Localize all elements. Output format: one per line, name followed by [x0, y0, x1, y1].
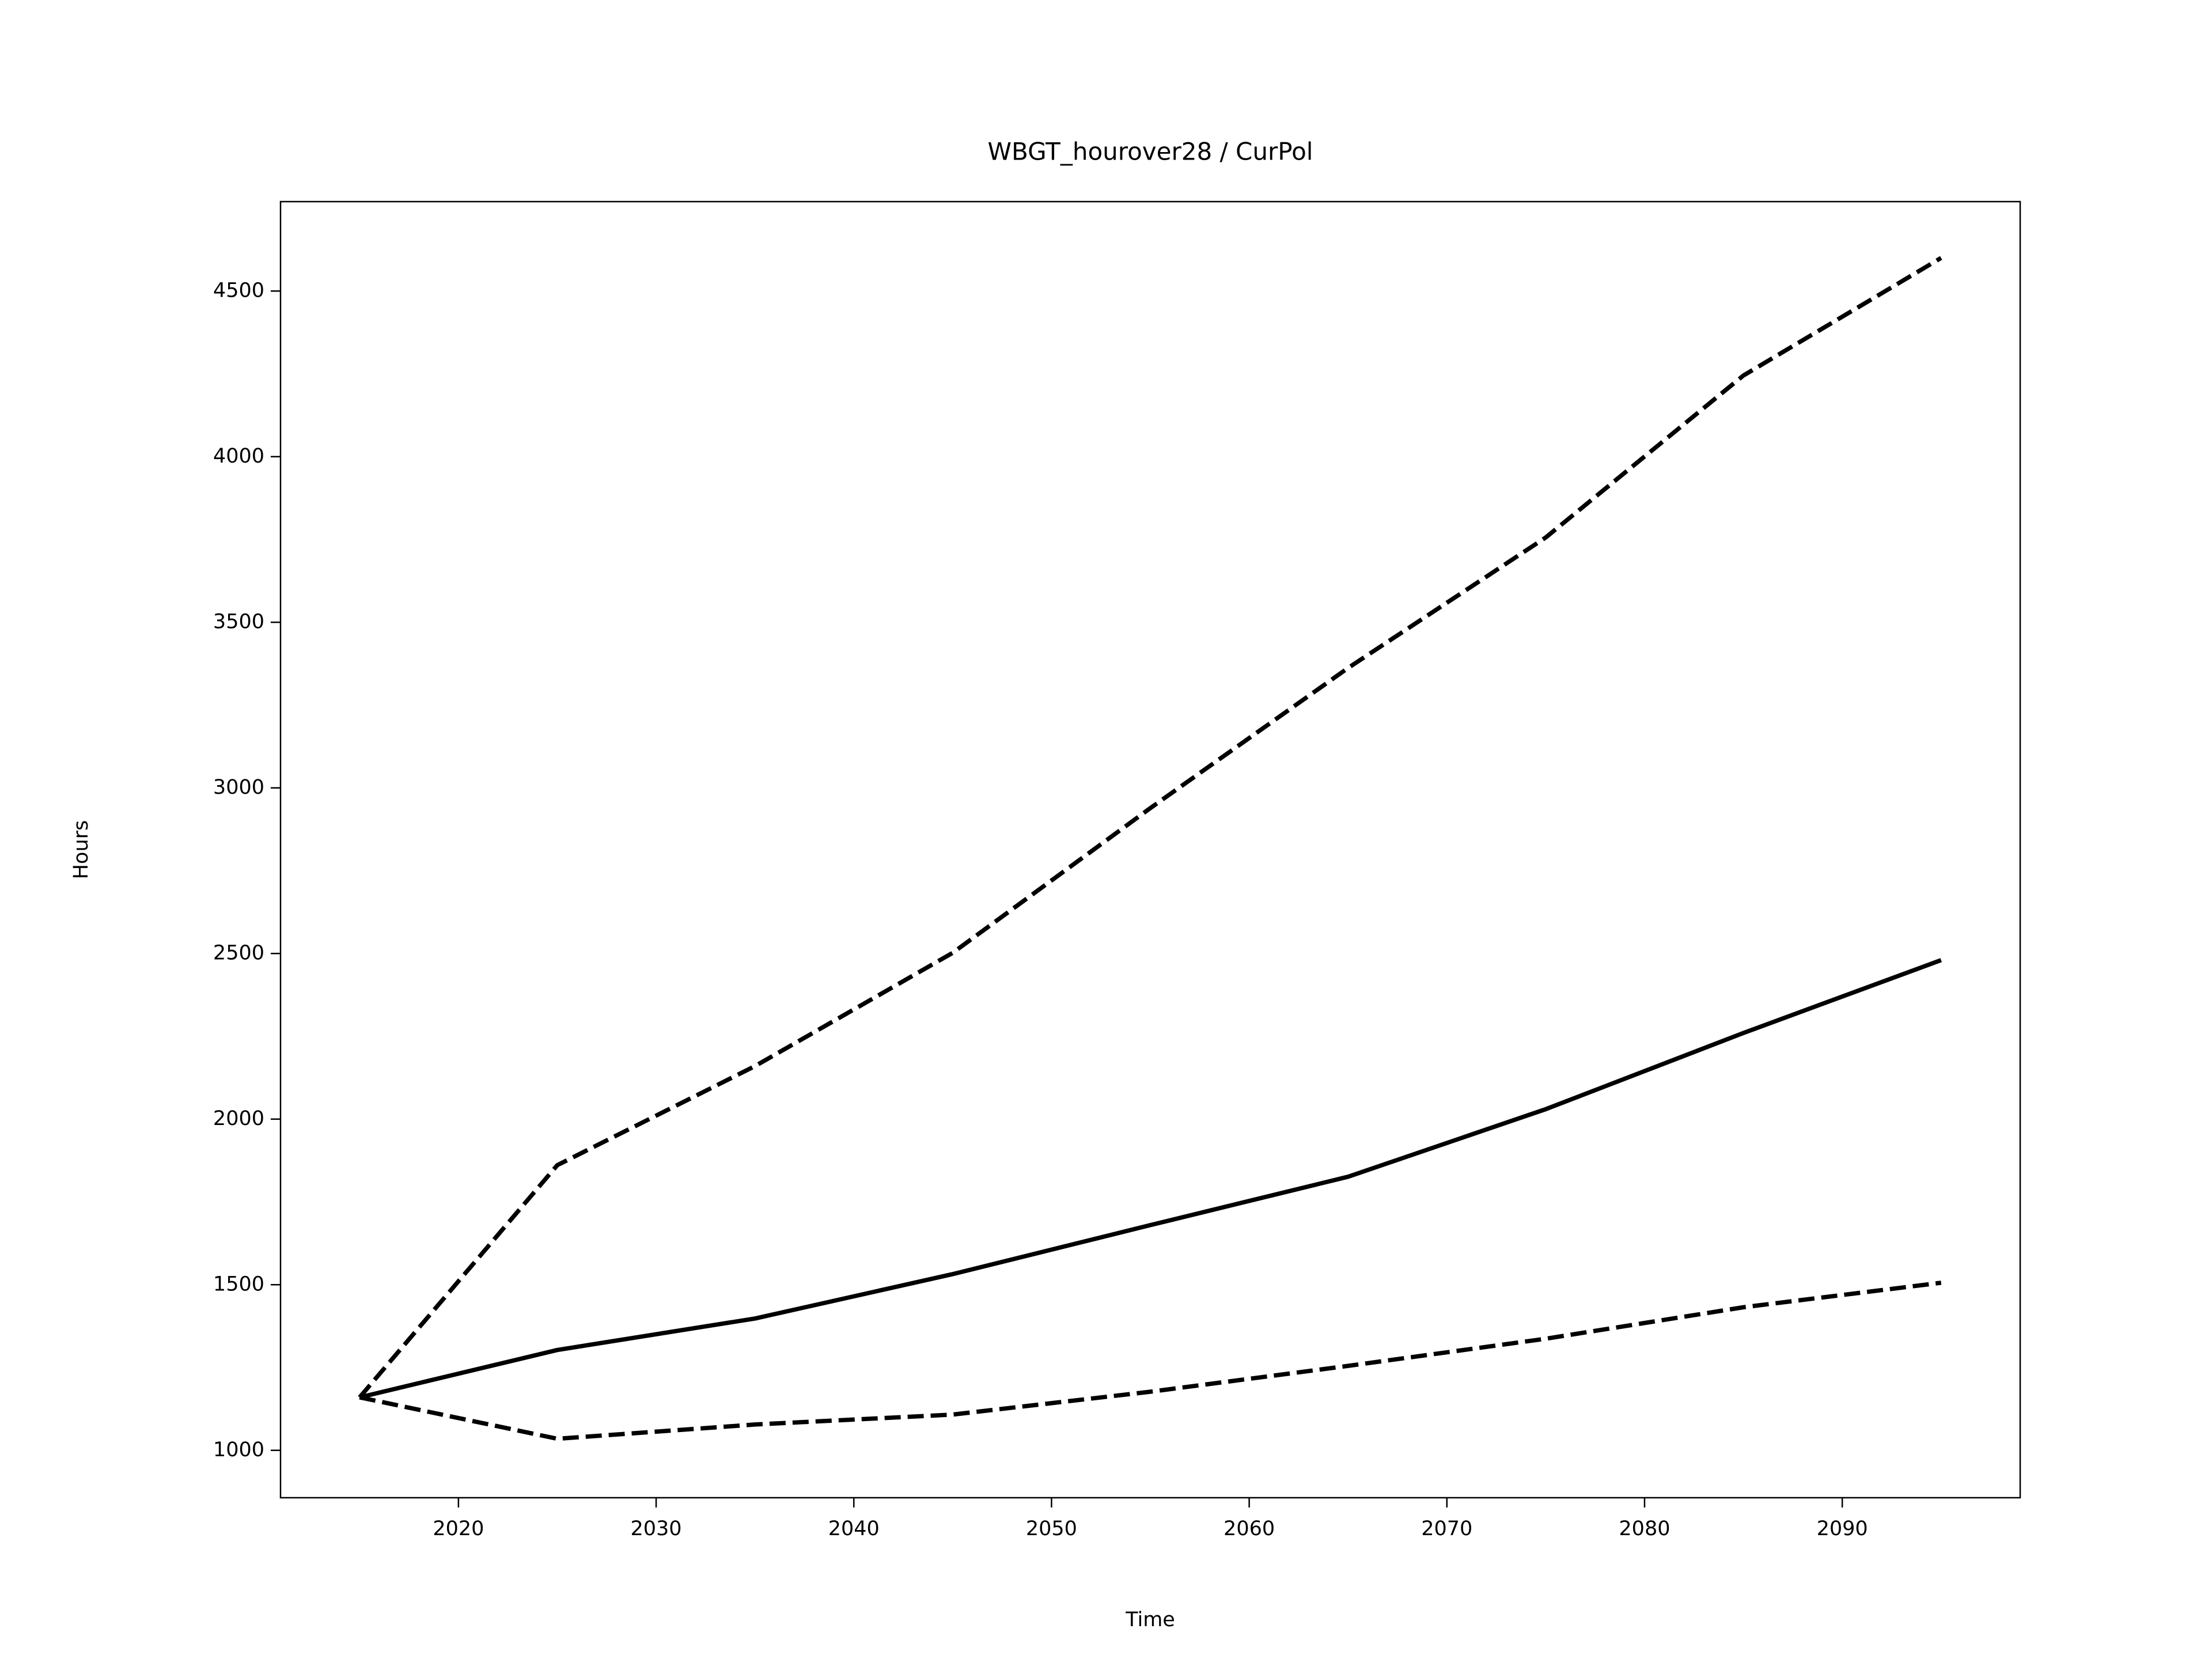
x-tick-label: 2090: [1817, 1517, 1868, 1540]
y-tick-label: 2500: [213, 941, 264, 964]
series-line: [359, 958, 1942, 1400]
y-tick-label: 4000: [213, 445, 264, 468]
x-tick-label: 2080: [1619, 1517, 1670, 1540]
series-line: [358, 256, 1942, 1399]
y-tick-label: 3500: [213, 610, 264, 633]
plot-frame: [279, 200, 2021, 1499]
x-tick-label: 2030: [631, 1517, 682, 1540]
y-tick-label: 1000: [213, 1438, 264, 1461]
x-axis-label: Time: [1125, 1608, 1175, 1631]
y-tick-label: 1500: [213, 1272, 264, 1296]
y-tick-label: 4500: [213, 279, 264, 302]
x-tick-label: 2070: [1421, 1517, 1472, 1540]
x-tick-label: 2060: [1224, 1517, 1275, 1540]
chart-title: WBGT_hourover28 / CurPol: [988, 138, 1313, 166]
series-line: [359, 1281, 1942, 1441]
x-tick-label: 2020: [433, 1517, 484, 1540]
x-tick-label: 2050: [1026, 1517, 1077, 1540]
y-axis-label: Hours: [70, 820, 93, 880]
x-tick-label: 2040: [828, 1517, 880, 1540]
y-tick-label: 3000: [213, 776, 264, 799]
y-tick-label: 2000: [213, 1107, 264, 1130]
